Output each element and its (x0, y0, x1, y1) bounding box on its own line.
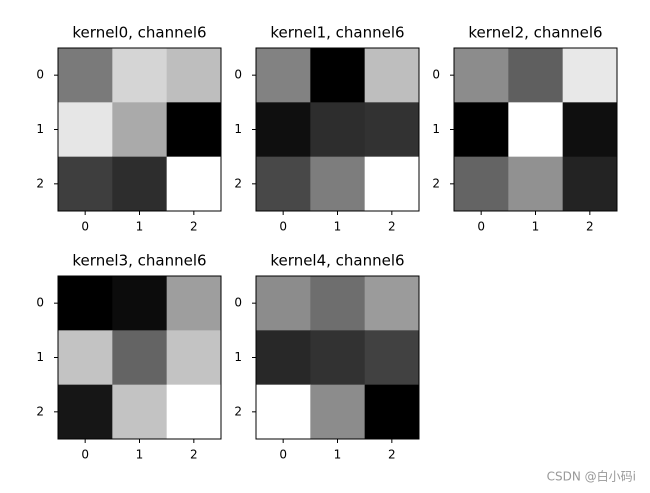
heatmap-cell (166, 102, 222, 158)
heatmap-cell (310, 48, 366, 103)
heatmap-cell (310, 276, 366, 331)
panel-title: kernel3, channel6 (72, 252, 206, 270)
heatmap-cell (58, 330, 113, 386)
heatmap-cell (310, 102, 366, 158)
heatmap-cell (454, 102, 509, 158)
y-tick-label: 2 (36, 176, 44, 190)
heatmap-cell (58, 276, 113, 331)
y-tick-label: 2 (234, 404, 242, 418)
heatmap-cell (112, 48, 168, 103)
heatmap-cell (58, 156, 113, 212)
y-tick-label: 0 (234, 68, 242, 82)
heatmap-cell (562, 102, 618, 158)
heatmap-cell (562, 156, 618, 212)
panel-title: kernel2, channel6 (468, 24, 602, 42)
panel-title: kernel0, channel6 (72, 24, 206, 42)
x-tick-label: 1 (532, 220, 540, 234)
x-tick-label: 0 (81, 220, 89, 234)
heatmap-cell (256, 156, 311, 212)
heatmap-cell (112, 156, 168, 212)
x-tick-label: 1 (334, 220, 342, 234)
heatmap-cell (508, 48, 564, 103)
heatmap-cell (310, 384, 366, 440)
heatmap-cell (256, 48, 311, 103)
heatmap-cell (58, 384, 113, 440)
y-tick-label: 1 (234, 122, 242, 136)
x-tick-label: 0 (81, 448, 89, 462)
heatmap-cell (256, 330, 311, 386)
heatmap-cell (508, 156, 564, 212)
heatmap-cell (112, 384, 168, 440)
x-tick-label: 0 (477, 220, 485, 234)
y-tick-label: 0 (36, 296, 44, 310)
x-tick-label: 0 (279, 448, 287, 462)
heatmap-cell (364, 384, 420, 440)
heatmap-cell (364, 48, 420, 103)
y-tick-label: 0 (36, 68, 44, 82)
x-tick-label: 2 (388, 448, 396, 462)
heatmap-cell (454, 48, 509, 103)
y-tick-label: 1 (36, 350, 44, 364)
heatmap-cell (112, 102, 168, 158)
x-tick-label: 2 (586, 220, 594, 234)
heatmap-cell (256, 102, 311, 158)
x-tick-label: 2 (190, 448, 198, 462)
heatmap-cell (310, 156, 366, 212)
y-tick-label: 1 (36, 122, 44, 136)
heatmap-cell (256, 276, 311, 331)
heatmap-cell (562, 48, 618, 103)
heatmap-cell (112, 330, 168, 386)
watermark: CSDN @白小码i (547, 469, 636, 484)
y-tick-label: 2 (36, 404, 44, 418)
heatmap-cell (58, 48, 113, 103)
heatmap-cell (364, 330, 420, 386)
heatmap-cell (364, 156, 420, 212)
heatmap-cell (166, 48, 222, 103)
panel-title: kernel4, channel6 (270, 252, 404, 270)
panel-title: kernel1, channel6 (270, 24, 404, 42)
x-tick-label: 1 (136, 220, 144, 234)
y-tick-label: 2 (234, 176, 242, 190)
x-tick-label: 2 (388, 220, 396, 234)
heatmap-cell (166, 384, 222, 440)
heatmap-cell (364, 276, 420, 331)
x-tick-label: 2 (190, 220, 198, 234)
heatmap-cell (310, 330, 366, 386)
heatmap-cell (112, 276, 168, 331)
heatmap-cell (256, 384, 311, 440)
heatmap-cell (454, 156, 509, 212)
y-tick-label: 1 (432, 122, 440, 136)
heatmap-cell (364, 102, 420, 158)
heatmap-cell (508, 102, 564, 158)
y-tick-label: 2 (432, 176, 440, 190)
y-tick-label: 0 (234, 296, 242, 310)
x-tick-label: 1 (334, 448, 342, 462)
heatmap-cell (166, 330, 222, 386)
x-tick-label: 1 (136, 448, 144, 462)
x-tick-label: 0 (279, 220, 287, 234)
y-tick-label: 1 (234, 350, 242, 364)
heatmap-cell (58, 102, 113, 158)
y-tick-label: 0 (432, 68, 440, 82)
heatmap-cell (166, 276, 222, 331)
heatmap-cell (166, 156, 222, 212)
